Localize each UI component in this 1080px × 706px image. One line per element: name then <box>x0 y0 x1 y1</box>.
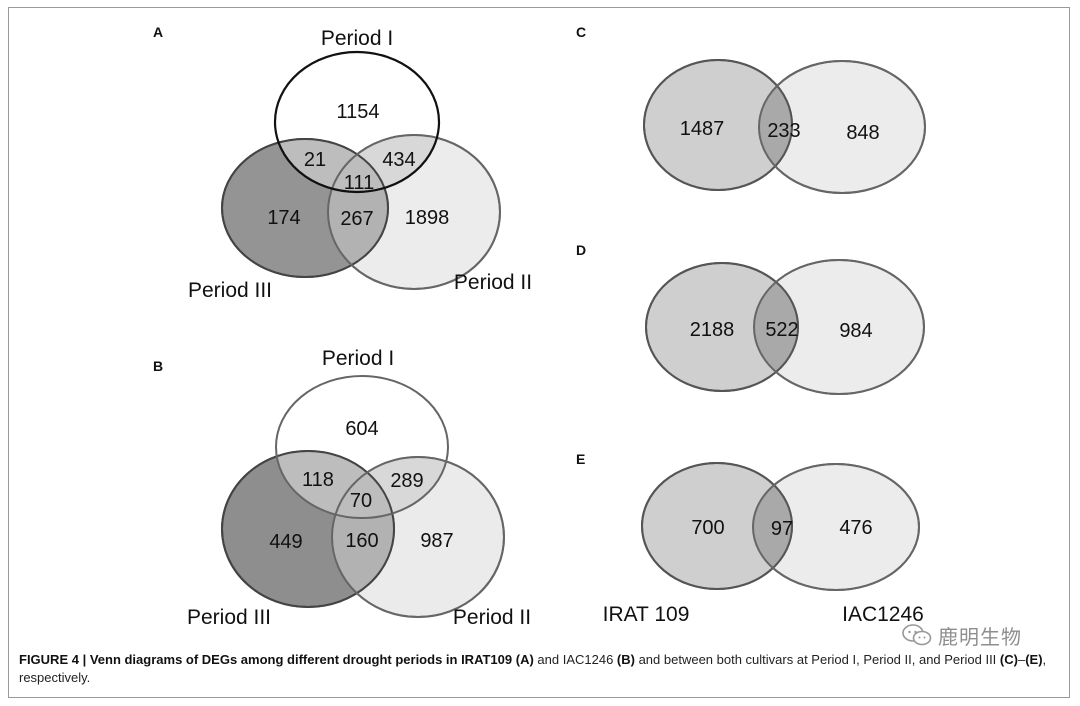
count-b-i-ii: 289 <box>390 470 423 492</box>
count-a-i-ii: 434 <box>382 149 415 171</box>
count-e-overlap: 97 <box>771 518 793 540</box>
caption-lead: FIGURE 4 | Venn diagrams of DEGs among d… <box>19 652 513 667</box>
label-period-iii-b: Period III <box>187 606 271 629</box>
label-period-i-b: Period I <box>322 347 394 370</box>
watermark: 鹿明生物 <box>902 619 1062 651</box>
count-a-i-iii: 21 <box>304 149 326 171</box>
panel-b-label: B <box>153 358 163 374</box>
caption-ref-a: (A) <box>515 652 534 667</box>
count-d-left: 2188 <box>690 319 735 341</box>
panel-e-label: E <box>576 451 585 467</box>
wechat-icon <box>902 624 932 646</box>
circle-period-i-b <box>275 375 449 519</box>
label-period-i-a: Period I <box>321 27 393 50</box>
caption-ref-c: (C) <box>999 652 1018 667</box>
count-b-i-iii: 118 <box>302 469 334 491</box>
panel-a-label: A <box>153 24 163 40</box>
label-period-iii-a: Period III <box>188 279 272 302</box>
panel-d-label: D <box>576 242 586 258</box>
label-period-ii-a: Period II <box>454 271 532 294</box>
count-b-only-iii: 449 <box>269 531 302 553</box>
label-iac1246: IAC1246 <box>842 603 924 626</box>
count-b-only-i: 604 <box>345 418 378 440</box>
watermark-text: 鹿明生物 <box>938 624 1022 649</box>
count-c-overlap: 233 <box>767 120 800 142</box>
caption-ref-b: (B) <box>616 652 635 667</box>
label-irat109: IRAT 109 <box>603 603 690 626</box>
panel-d: D 2188 522 984 <box>576 242 925 395</box>
panel-c: C 1487 233 848 <box>576 24 926 194</box>
count-b-ii-iii: 160 <box>345 530 378 552</box>
label-period-ii-b: Period II <box>453 606 531 629</box>
count-b-only-ii: 987 <box>420 530 453 552</box>
count-c-right: 848 <box>846 122 879 144</box>
count-e-left: 700 <box>691 517 724 539</box>
count-c-left: 1487 <box>680 118 725 140</box>
count-e-right: 476 <box>839 517 872 539</box>
count-a-center: 111 <box>344 172 374 194</box>
panel-b: B Period I Period II Period III 604 118 … <box>153 347 531 629</box>
count-a-only-ii: 1898 <box>405 207 450 229</box>
count-a-only-i: 1154 <box>336 101 379 123</box>
panel-e: E 700 97 476 IRAT 109 IAC1246 <box>576 451 924 626</box>
caption-and: and IAC1246 <box>533 652 617 667</box>
count-d-overlap: 522 <box>765 319 798 341</box>
figure-caption: FIGURE 4 | Venn diagrams of DEGs among d… <box>19 652 1047 685</box>
panel-a: A Period I Period II Period III 1154 21 … <box>153 24 532 302</box>
caption-ref-e: (E) <box>1025 652 1043 667</box>
caption-rest: and between both cultivars at Period I, … <box>634 652 1000 667</box>
count-b-center: 70 <box>350 490 372 512</box>
circle-period-i-a <box>273 50 441 194</box>
count-a-only-iii: 174 <box>267 207 300 229</box>
panel-c-label: C <box>576 24 586 40</box>
caption-tail: , respectively. <box>19 652 1047 685</box>
count-d-right: 984 <box>839 320 872 342</box>
count-a-ii-iii: 267 <box>340 208 373 230</box>
